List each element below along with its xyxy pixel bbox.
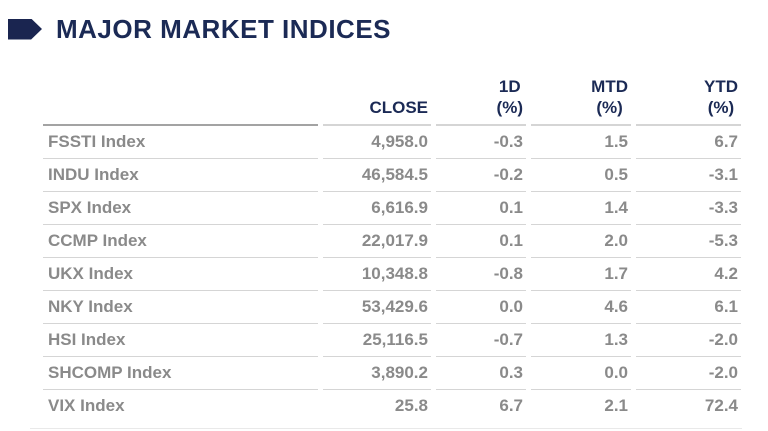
cell-ytd: 6.7 [636, 126, 741, 159]
section-header: MAJOR MARKET INDICES [8, 14, 392, 44]
cell-close: 25,116.5 [323, 324, 431, 357]
cell-1d: -0.2 [436, 159, 526, 192]
cell-index-name: VIX Index [48, 396, 125, 415]
header-1d-pct: 1D (%) [436, 60, 526, 126]
cell-index-name: UKX Index [43, 258, 318, 291]
table-row-spx: SPX Index 6,616.9 0.1 1.4 -3.3 [43, 192, 741, 225]
table-row-fssti: FSSTI Index 4,958.0 -0.3 1.5 6.7 [43, 126, 741, 159]
cell-index-name: SPX Index [43, 192, 318, 225]
cell-mtd: 0.0 [531, 357, 631, 390]
header-ytd-line1: YTD [704, 77, 738, 96]
table-row-nky: NKY Index 53,429.6 0.0 4.6 6.1 [43, 291, 741, 324]
table-row-ukx: UKX Index 10,348.8 -0.8 1.7 4.2 [43, 258, 741, 291]
cell-ytd: 6.1 [636, 291, 741, 324]
page-title: MAJOR MARKET INDICES [56, 14, 392, 44]
cell-ytd: 72.4 [704, 396, 738, 415]
cell-1d: 0.0 [436, 291, 526, 324]
cell-ytd: -3.3 [636, 192, 741, 225]
cell-ytd: -2.0 [636, 357, 741, 390]
cell-mtd: 2.1 [604, 396, 628, 415]
cell-index-name: SHCOMP Index [43, 357, 318, 390]
cell-index-name: HSI Index [43, 324, 318, 357]
header-mtd-line2: (%) [596, 98, 623, 117]
table-row-hsi: HSI Index 25,116.5 -0.7 1.3 -2.0 [43, 324, 741, 357]
cell-index-name: FSSTI Index [43, 126, 318, 159]
cell-close: 4,958.0 [323, 126, 431, 159]
cell-close: 22,017.9 [323, 225, 431, 258]
page-bottom-divider [30, 428, 742, 429]
header-ytd-pct: YTD (%) [636, 60, 741, 126]
cell-close: 10,348.8 [323, 258, 431, 291]
header-close: CLOSE [323, 60, 431, 126]
cell-1d: -0.7 [436, 324, 526, 357]
cell-mtd: 1.5 [531, 126, 631, 159]
right-arrow-tag-icon [8, 18, 42, 40]
cell-1d: 0.3 [436, 357, 526, 390]
cell-close: 46,584.5 [323, 159, 431, 192]
header-1d-line2: (%) [496, 98, 523, 117]
table-row-vix: VIX Index 25.8 6.7 2.1 72.4 [43, 390, 741, 422]
cell-close: 25.8 [394, 396, 428, 415]
header-1d-line1: 1D [498, 77, 521, 96]
cell-ytd: -2.0 [636, 324, 741, 357]
table-header-row: CLOSE 1D (%) MTD (%) YTD (%) [43, 60, 741, 126]
table-row-shcomp: SHCOMP Index 3,890.2 0.3 0.0 -2.0 [43, 357, 741, 390]
cell-index-name: CCMP Index [43, 225, 318, 258]
cell-1d: 0.1 [436, 225, 526, 258]
cell-mtd: 1.7 [531, 258, 631, 291]
cell-ytd: -5.3 [636, 225, 741, 258]
header-index-name [43, 60, 318, 126]
header-mtd-pct-text: MTD (%) [591, 76, 628, 118]
cell-close: 6,616.9 [323, 192, 431, 225]
cell-index-name: INDU Index [43, 159, 318, 192]
market-indices-table: CLOSE 1D (%) MTD (%) YTD (%) FSSTI Index 4,… [38, 60, 746, 422]
cell-mtd: 1.3 [531, 324, 631, 357]
cell-ytd: -3.1 [636, 159, 741, 192]
cell-close: 3,890.2 [323, 357, 431, 390]
cell-1d: -0.3 [436, 126, 526, 159]
header-ytd-pct-text: YTD (%) [704, 76, 738, 118]
header-ytd-line2: (%) [707, 98, 735, 117]
cell-mtd: 2.0 [531, 225, 631, 258]
cell-ytd: 4.2 [636, 258, 741, 291]
cell-1d: 0.1 [436, 192, 526, 225]
header-1d-pct-text: 1D (%) [497, 76, 523, 118]
cell-mtd: 1.4 [531, 192, 631, 225]
cell-mtd: 4.6 [531, 291, 631, 324]
cell-1d: -0.8 [436, 258, 526, 291]
cell-index-name: NKY Index [43, 291, 318, 324]
cell-1d: 6.7 [499, 396, 523, 415]
table-row-ccmp: CCMP Index 22,017.9 0.1 2.0 -5.3 [43, 225, 741, 258]
header-mtd-pct: MTD (%) [531, 60, 631, 126]
cell-mtd: 0.5 [531, 159, 631, 192]
cell-close: 53,429.6 [323, 291, 431, 324]
header-mtd-line1: MTD [591, 77, 628, 96]
table-row-indu: INDU Index 46,584.5 -0.2 0.5 -3.1 [43, 159, 741, 192]
